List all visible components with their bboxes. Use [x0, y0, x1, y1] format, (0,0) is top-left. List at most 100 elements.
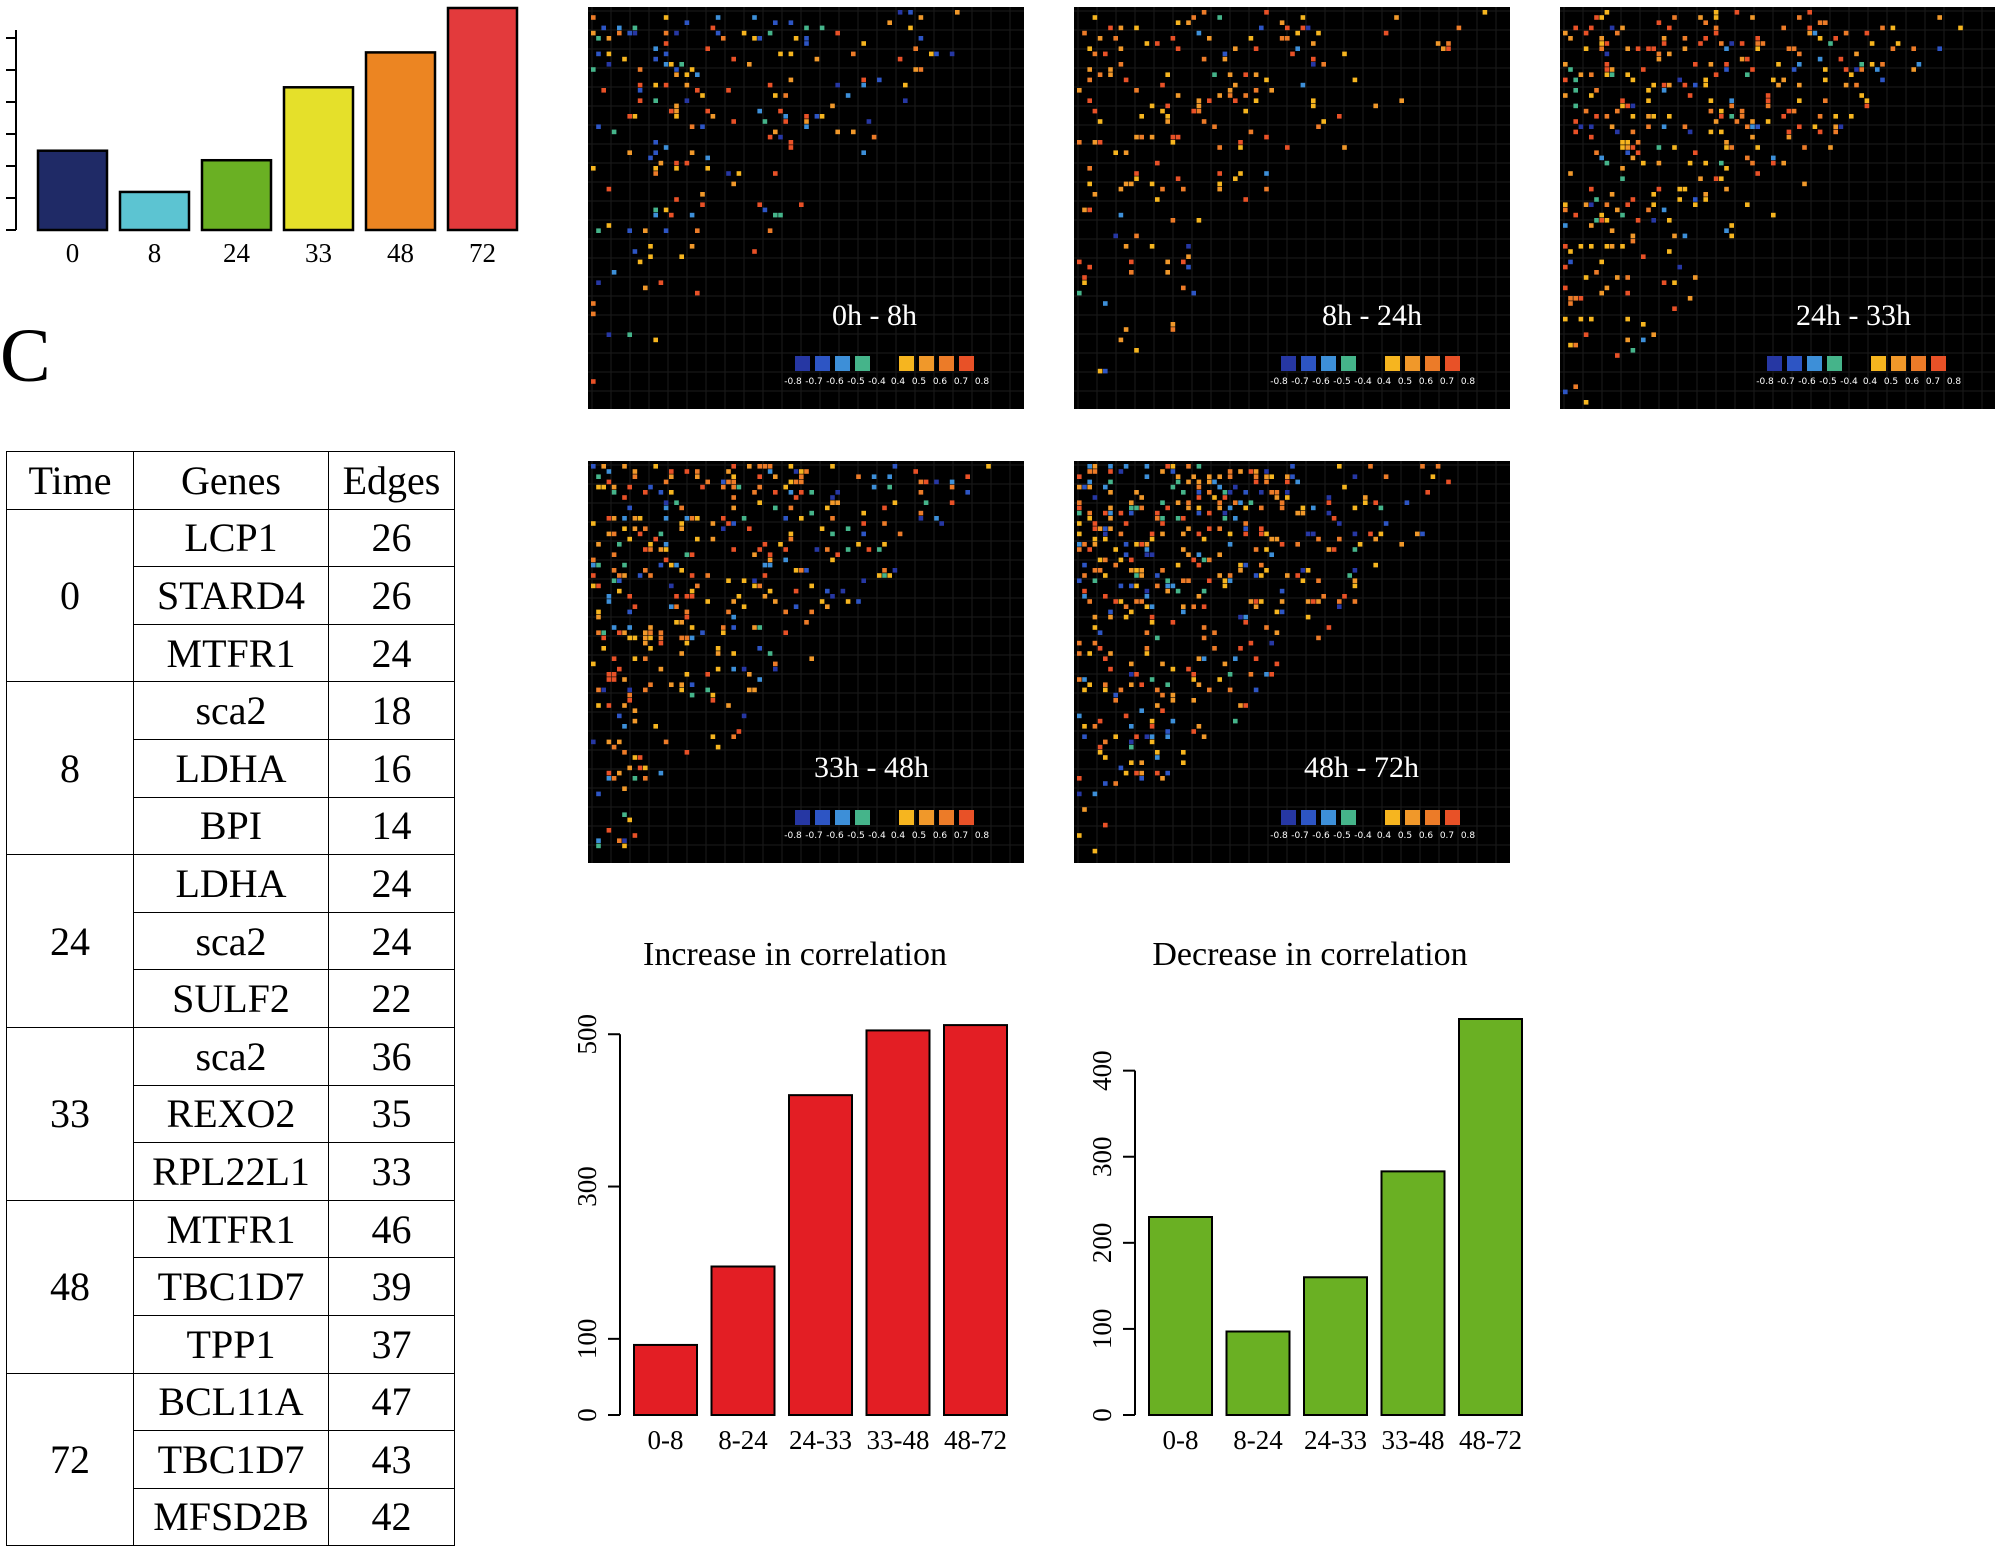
heatmap-cell: [611, 625, 617, 630]
x-tick-label: 24-33: [789, 1425, 852, 1455]
heatmap-cell: [1113, 233, 1118, 239]
heatmap-cell: [1589, 124, 1594, 129]
heatmap-cell: [1713, 10, 1719, 15]
heatmap-cell: [606, 223, 612, 228]
heatmap-cell: [653, 56, 658, 62]
edges-cell: 22: [328, 969, 455, 1028]
heatmap-cell: [819, 599, 825, 604]
heatmap-cell: [1233, 98, 1238, 103]
heatmap-cell: [1316, 635, 1321, 641]
heatmap-cell: [1849, 72, 1854, 77]
heatmap-cell: [1641, 254, 1646, 259]
heatmap-cell: [1771, 155, 1776, 161]
heatmap-cell: [1630, 145, 1636, 150]
heatmap-cell: [1482, 10, 1488, 15]
bar-48-72: [943, 1024, 1008, 1416]
heatmap-cell: [903, 98, 908, 103]
heatmap-cell: [1791, 108, 1797, 114]
heatmap-cell: [1222, 51, 1228, 57]
heatmap-cell: [1890, 25, 1896, 31]
heatmap-cell: [1082, 724, 1087, 729]
heatmap-cell: [1802, 181, 1807, 187]
heatmap-cell: [1238, 145, 1243, 150]
heatmap-cell: [1399, 542, 1404, 547]
heatmap-cell: [1300, 82, 1306, 88]
heatmap-cell: [1217, 500, 1222, 505]
heatmap-cell: [1238, 568, 1243, 573]
heatmap-cell: [1196, 724, 1202, 729]
heatmap-cell: [741, 516, 747, 521]
heatmap-cell: [1578, 296, 1584, 301]
heatmap-cell: [1186, 264, 1191, 270]
heatmap-cell: [1170, 620, 1176, 625]
heatmap-cell: [1097, 368, 1103, 374]
heatmap-cell: [1155, 573, 1160, 578]
heatmap-cell: [1243, 521, 1248, 526]
heatmap-cell: [1118, 583, 1124, 589]
heatmap-cell: [674, 620, 679, 625]
heatmap-cell: [1113, 547, 1118, 552]
heatmap-cell: [1087, 98, 1092, 103]
heatmap-cell: [596, 542, 601, 547]
heatmap-cell: [1734, 119, 1740, 124]
heatmap-cell: [601, 646, 606, 651]
heatmap-cell: [1092, 108, 1098, 114]
heatmap-cell: [700, 484, 705, 490]
heatmap-cell: [622, 630, 627, 635]
heatmap-cell: [627, 505, 632, 511]
heatmap-cell: [1279, 505, 1285, 511]
heatmap-cell: [1563, 93, 1568, 98]
heatmap-cell: [1191, 672, 1196, 677]
heatmap-cell: [1352, 505, 1358, 511]
heatmap-cell: [1118, 557, 1124, 563]
heatmap-cell: [1160, 708, 1165, 713]
legend-tick-label: -0.7: [1291, 831, 1309, 841]
heatmap-cell: [1864, 103, 1870, 109]
heatmap-cell: [1823, 77, 1828, 83]
heatmap-cell: [1103, 301, 1108, 306]
heatmap-label: 24h - 33h: [1796, 299, 1911, 332]
heatmap-cell: [1087, 516, 1092, 521]
heatmap-cell: [1165, 734, 1170, 739]
heatmap-cell: [1326, 510, 1332, 516]
heatmap-cell: [674, 160, 679, 166]
heatmap-cell: [1155, 750, 1160, 755]
heatmap-cell: [1352, 547, 1358, 552]
heatmap-cell: [653, 212, 658, 218]
heatmap-cell: [1563, 389, 1568, 395]
heatmap-cell: [1563, 244, 1568, 249]
heatmap-cell: [653, 464, 658, 469]
heatmap-cell: [856, 542, 861, 547]
table-row: SULF2 22: [7, 969, 455, 1028]
heatmap-cell: [596, 474, 601, 479]
heatmap-label: 33h - 48h: [814, 751, 929, 784]
heatmap-cell: [632, 776, 638, 781]
heatmap-cell: [1082, 562, 1087, 568]
heatmap-cell: [632, 474, 638, 479]
heatmap-cell: [835, 552, 840, 557]
heatmap-cell: [1599, 290, 1604, 296]
heatmap-cell: [1092, 724, 1098, 729]
heatmap-cell: [1797, 15, 1802, 20]
heatmap-cell: [643, 228, 648, 233]
heatmap-cell: [658, 635, 664, 641]
heatmap-cell: [726, 479, 731, 485]
heatmap-cell: [1383, 521, 1389, 526]
heatmap-cell: [887, 484, 892, 490]
heatmap-cell: [1181, 490, 1186, 495]
heatmap-cell: [1123, 604, 1129, 609]
table-row: 24 LDHA 24: [6, 854, 455, 1028]
top-bar-chart: 0 8 24 33 48 72: [6, 6, 519, 268]
heatmap-cells: [1074, 461, 1510, 863]
heatmap-cell: [1279, 588, 1285, 594]
heatmap-cell: [1703, 192, 1708, 197]
heatmap-cell: [731, 547, 736, 552]
heatmap-cell: [611, 744, 617, 750]
heatmap-cell: [1609, 228, 1615, 233]
heatmap-cell: [1300, 568, 1306, 573]
heatmap-cell: [1175, 500, 1181, 505]
legend-swatch: [1405, 356, 1420, 371]
heatmap-cell: [663, 542, 669, 547]
heatmap-8h-24h: 8h - 24h -0.8 -0.7 -0.6 -0.5 -0.4 0.4 0.5 0.6 0.…: [1074, 7, 1510, 409]
heatmap-cell: [1698, 41, 1703, 46]
